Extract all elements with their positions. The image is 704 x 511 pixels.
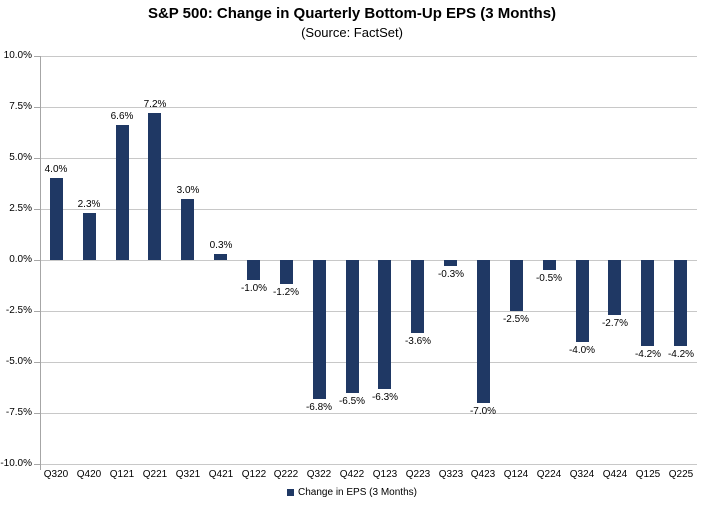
gridline: [40, 362, 697, 363]
y-axis-tick: [34, 413, 40, 414]
y-tick-label: 7.5%: [9, 101, 32, 112]
bar-value-label: 7.2%: [143, 99, 167, 110]
gridline: [40, 311, 697, 312]
y-axis-tick: [34, 158, 40, 159]
bar-q320: [50, 178, 63, 260]
gridline: [40, 260, 697, 261]
bar-q123: [378, 260, 391, 389]
y-tick-label: -7.5%: [5, 407, 32, 418]
bar-q421: [214, 254, 227, 260]
y-axis-tick: [34, 56, 40, 57]
x-tick-label: Q124: [503, 469, 529, 480]
x-tick-label: Q123: [372, 469, 398, 480]
y-axis-tick: [34, 260, 40, 261]
bar-value-label: -6.3%: [371, 392, 399, 403]
bar-value-label: 2.3%: [77, 199, 101, 210]
bar-q225: [674, 260, 687, 346]
bar-q125: [641, 260, 654, 346]
gridline: [40, 107, 697, 108]
bar-q324: [576, 260, 589, 342]
bar-value-label: -7.0%: [469, 406, 497, 417]
bar-q221: [148, 113, 161, 260]
x-tick-label: Q225: [668, 469, 694, 480]
bar-value-label: 4.0%: [44, 164, 68, 175]
x-tick-label: Q323: [438, 469, 464, 480]
x-tick-label: Q222: [273, 469, 299, 480]
bar-q323: [444, 260, 457, 266]
y-axis-tick: [34, 464, 40, 465]
y-axis-line: [40, 56, 41, 470]
bar-q420: [83, 213, 96, 260]
y-tick-label: -5.0%: [5, 356, 32, 367]
y-tick-label: 2.5%: [9, 203, 32, 214]
x-tick-label: Q125: [635, 469, 661, 480]
chart-title: S&P 500: Change in Quarterly Bottom-Up E…: [147, 5, 557, 22]
bar-value-label: -1.2%: [272, 287, 300, 298]
bar-q224: [543, 260, 556, 270]
x-tick-label: Q221: [142, 469, 168, 480]
gridline: [40, 158, 697, 159]
gridline: [40, 209, 697, 210]
bar-q321: [181, 199, 194, 260]
x-tick-label: Q223: [405, 469, 431, 480]
y-axis-tick: [34, 311, 40, 312]
bar-value-label: -3.6%: [404, 336, 432, 347]
bar-value-label: 3.0%: [176, 185, 200, 196]
bar-q222: [280, 260, 293, 284]
bar-value-label: -2.7%: [601, 318, 629, 329]
plot-area: 4.0% 2.3% 6.6% 7.2% 3.0% 0.3% -1.0% -1.2% -6.8% -…: [40, 56, 697, 465]
bar-value-label: -4.2%: [667, 349, 695, 360]
x-tick-label: Q422: [339, 469, 365, 480]
x-tick-label: Q420: [76, 469, 102, 480]
x-tick-label: Q122: [241, 469, 267, 480]
bar-q124: [510, 260, 523, 311]
x-tick-label: Q324: [569, 469, 595, 480]
x-tick-label: Q322: [306, 469, 332, 480]
legend-marker-icon: [287, 489, 295, 496]
legend-label: Change in EPS (3 Months): [298, 487, 417, 498]
gridline: [40, 56, 697, 57]
bar-value-label: 6.6%: [110, 111, 134, 122]
bar-q122: [247, 260, 260, 280]
bar-q121: [116, 125, 129, 260]
gridline: [40, 464, 697, 465]
bar-value-label: -6.5%: [338, 396, 366, 407]
legend: Change in EPS (3 Months): [0, 487, 704, 498]
bar-q424: [608, 260, 621, 315]
bar-value-label: -1.0%: [240, 283, 268, 294]
y-tick-label: -10.0%: [0, 458, 32, 469]
y-axis-tick: [34, 362, 40, 363]
bar-value-label: -4.2%: [634, 349, 662, 360]
y-axis-tick: [34, 209, 40, 210]
bar-q322: [313, 260, 326, 399]
bar-q423: [477, 260, 490, 403]
y-tick-label: 0.0%: [9, 254, 32, 265]
x-tick-label: Q421: [208, 469, 234, 480]
x-tick-label: Q423: [470, 469, 496, 480]
y-axis-tick: [34, 107, 40, 108]
bar-value-label: -2.5%: [502, 314, 530, 325]
bar-value-label: -0.5%: [535, 273, 563, 284]
bar-value-label: -4.0%: [568, 345, 596, 356]
bar-value-label: -0.3%: [437, 269, 465, 280]
y-tick-label: 10.0%: [3, 50, 32, 61]
y-tick-label: 5.0%: [9, 152, 32, 163]
bar-value-label: 0.3%: [209, 240, 233, 251]
y-tick-label: -2.5%: [5, 305, 32, 316]
bar-q422: [346, 260, 359, 393]
gridline: [40, 413, 697, 414]
x-tick-label: Q424: [602, 469, 628, 480]
bar-q223: [411, 260, 424, 333]
x-tick-label: Q121: [109, 469, 135, 480]
x-tick-label: Q224: [536, 469, 562, 480]
chart-subtitle: (Source: FactSet): [301, 25, 403, 40]
bar-value-label: -6.8%: [305, 402, 333, 413]
x-tick-label: Q321: [175, 469, 201, 480]
x-tick-label: Q320: [43, 469, 69, 480]
